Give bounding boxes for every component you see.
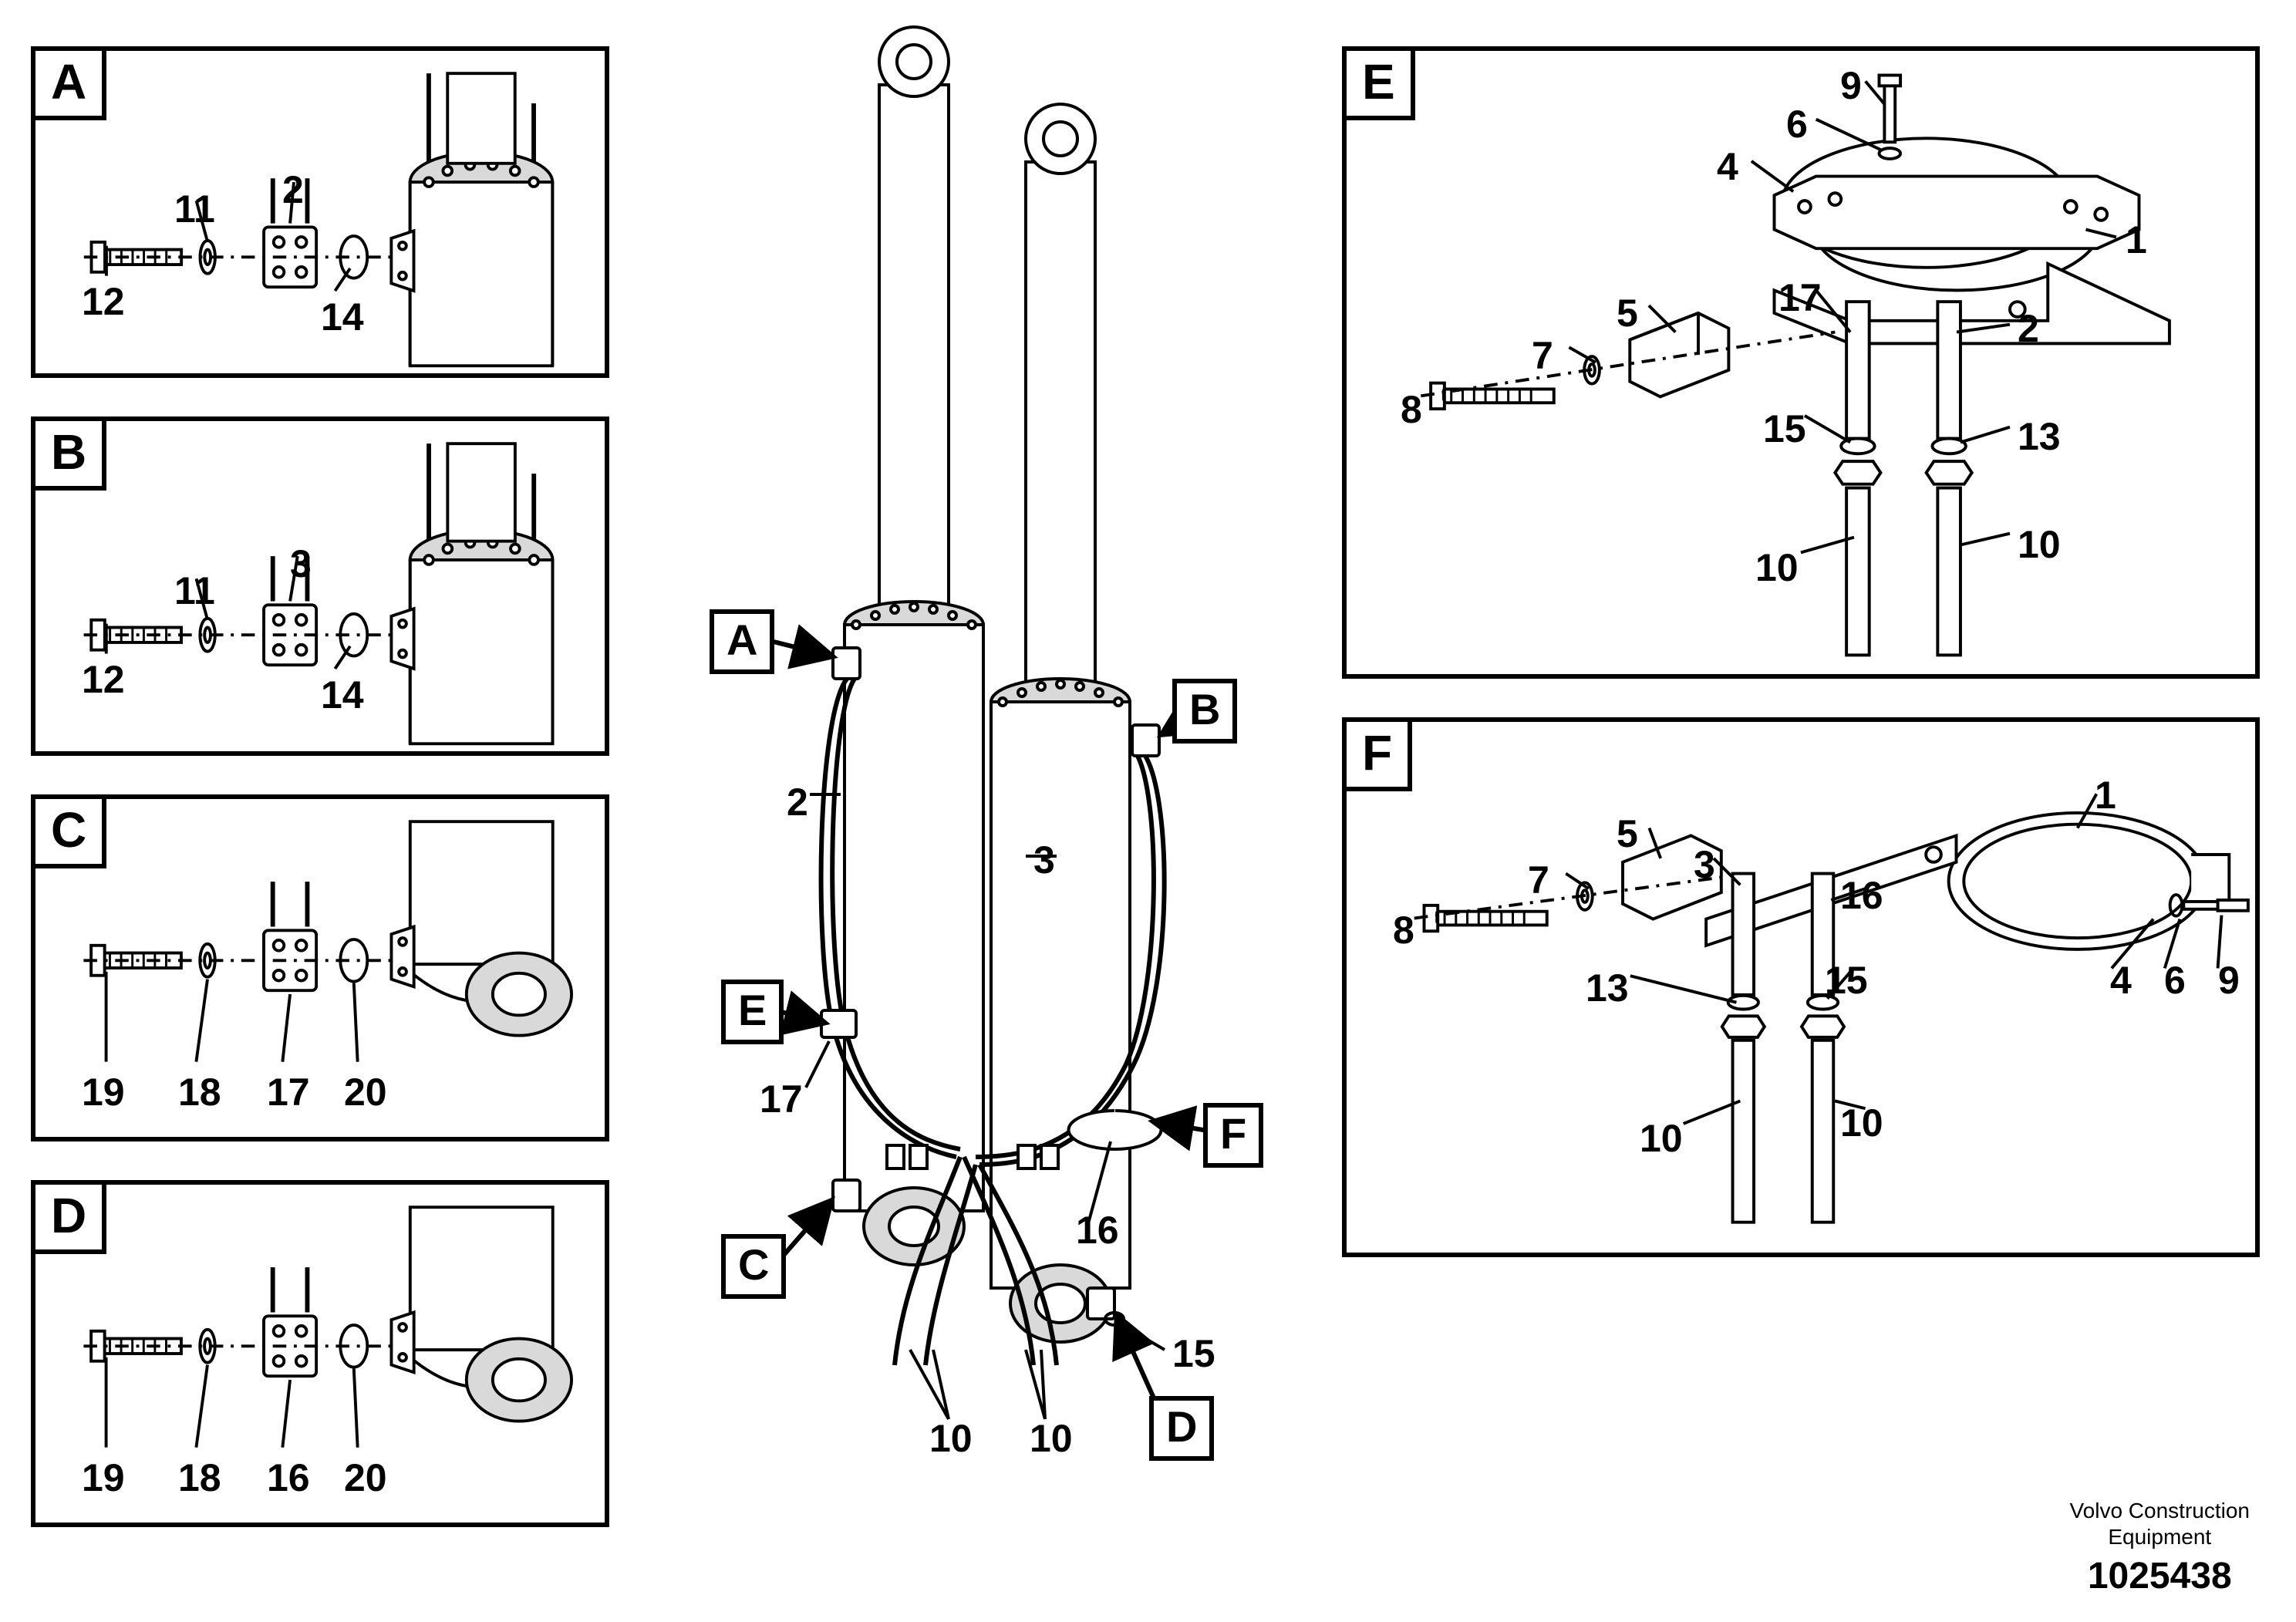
callout-3: 3	[290, 545, 312, 583]
doc-number: 1025438	[2070, 1554, 2250, 1599]
f-10b: 10	[1840, 1104, 1883, 1142]
e-8: 8	[1401, 390, 1422, 429]
f-16: 16	[1840, 876, 1883, 915]
e-6: 6	[1786, 105, 1808, 143]
panel-b: B 12 11 3 14	[31, 416, 609, 756]
panel-e: E	[1342, 46, 2260, 679]
f-3: 3	[1694, 845, 1715, 884]
center-callout-17: 17	[760, 1080, 803, 1118]
e-17: 17	[1778, 278, 1822, 317]
center-callout-10b: 10	[1030, 1419, 1073, 1458]
f-15: 15	[1825, 961, 1868, 1000]
e-15: 15	[1763, 410, 1806, 448]
e-10a: 10	[1755, 548, 1799, 587]
panel-f: F 1 5 7 8 3	[1342, 717, 2260, 1257]
callout-11: 11	[174, 572, 215, 610]
center-ref-d: D	[1149, 1396, 1214, 1461]
panel-b-drawing	[35, 421, 605, 751]
f-8: 8	[1393, 911, 1414, 949]
callout-12: 12	[82, 660, 125, 699]
callout-20: 20	[344, 1073, 387, 1111]
f-1: 1	[2095, 776, 2116, 814]
panel-d: D 19 18 16 20	[31, 1180, 609, 1527]
footer-line1: Volvo Construction	[2070, 1498, 2250, 1524]
center-callout-15: 15	[1172, 1334, 1215, 1373]
callout-14: 14	[321, 676, 364, 714]
panel-c: C 19 18 17 20	[31, 794, 609, 1141]
f-6: 6	[2164, 961, 2186, 1000]
callout-2: 2	[282, 170, 304, 209]
e-2: 2	[2018, 309, 2039, 348]
e-1: 1	[2126, 221, 2147, 259]
center-ref-b: B	[1172, 679, 1237, 744]
callout-17: 17	[267, 1073, 310, 1111]
callout-16: 16	[267, 1458, 310, 1497]
footer: Volvo Construction Equipment 1025438	[2070, 1498, 2250, 1599]
center-ref-a: A	[710, 609, 774, 674]
callout-18: 18	[178, 1458, 221, 1497]
f-10a: 10	[1640, 1119, 1683, 1158]
e-13: 13	[2018, 417, 2061, 456]
center-callout-2: 2	[787, 783, 808, 821]
callout-12: 12	[82, 282, 125, 321]
center-callout-3: 3	[1033, 841, 1055, 879]
panel-d-letter: D	[31, 1180, 106, 1254]
callout-19: 19	[82, 1073, 125, 1111]
e-5: 5	[1617, 294, 1638, 332]
callout-19: 19	[82, 1458, 125, 1497]
panel-f-letter: F	[1342, 717, 1412, 791]
panel-b-letter: B	[31, 416, 106, 491]
center-ref-c: C	[721, 1234, 786, 1299]
panel-a: A 12 11 2 14	[31, 46, 609, 378]
e-9: 9	[1840, 66, 1862, 105]
e-7: 7	[1532, 336, 1553, 375]
center-assembly	[656, 23, 1334, 1535]
center-callout-10a: 10	[929, 1419, 973, 1458]
callout-20: 20	[344, 1458, 387, 1497]
callout-18: 18	[178, 1073, 221, 1111]
center-ref-e: E	[721, 980, 784, 1044]
callout-11: 11	[174, 190, 215, 228]
panel-a-drawing	[35, 51, 605, 373]
f-9: 9	[2218, 961, 2240, 1000]
callout-14: 14	[321, 298, 364, 336]
f-13: 13	[1586, 969, 1629, 1007]
e-4: 4	[1717, 147, 1738, 186]
e-10b: 10	[2018, 525, 2061, 564]
center-callout-16: 16	[1076, 1211, 1119, 1249]
f-5: 5	[1617, 814, 1638, 853]
f-7: 7	[1528, 861, 1549, 899]
center-ref-f: F	[1203, 1103, 1263, 1168]
panel-e-letter: E	[1342, 46, 1415, 120]
panel-c-letter: C	[31, 794, 106, 868]
footer-line2: Equipment	[2070, 1524, 2250, 1550]
f-4: 4	[2110, 961, 2132, 1000]
panel-a-letter: A	[31, 46, 106, 120]
